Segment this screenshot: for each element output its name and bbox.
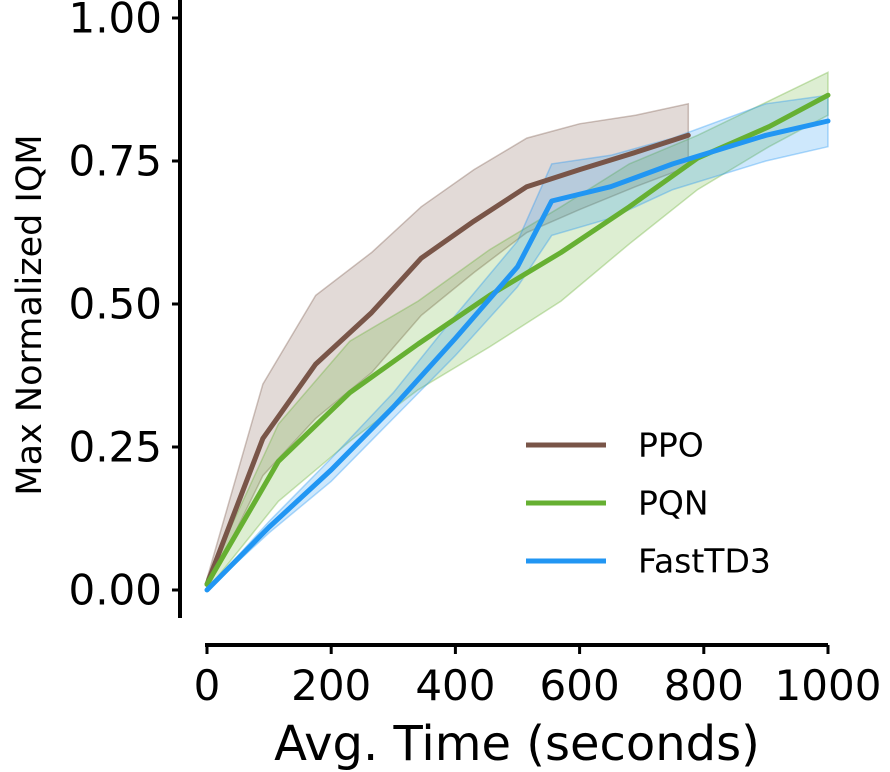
legend: PPO PQN FastTD3 [526,426,771,581]
confidence-bands [206,71,829,593]
y-tick-label: 1.00 [68,0,162,43]
x-tick-label: 800 [664,661,744,710]
y-tick-label: 0.00 [68,566,162,615]
series-lines [204,92,831,593]
x-tick-label: 400 [415,661,495,710]
ppo-line [204,132,691,587]
y-tick-label: 0.25 [68,423,162,472]
x-tick-label: 0 [194,661,221,710]
y-tick-label: 0.50 [68,280,162,329]
x-tick-label: 200 [291,661,371,710]
x-tick-label: 600 [540,661,620,710]
x-axis-label: Avg. Time (seconds) [274,716,760,772]
fasttd3-line [204,118,831,593]
legend-label-ppo: PPO [638,426,704,465]
x-tick-label: 1000 [775,661,882,710]
y-axis-label: Max Normalized IQM [10,134,50,495]
pqn-band [206,71,829,593]
y-tick-label: 0.75 [68,137,162,186]
pqn-line [204,92,831,587]
legend-label-fasttd3: FastTD3 [638,542,771,581]
legend-label-pqn: PQN [638,484,709,523]
y-ticks: 0.00 0.25 0.50 0.75 1.00 [68,0,180,615]
x-ticks: 0 200 400 600 800 1000 [194,645,882,710]
